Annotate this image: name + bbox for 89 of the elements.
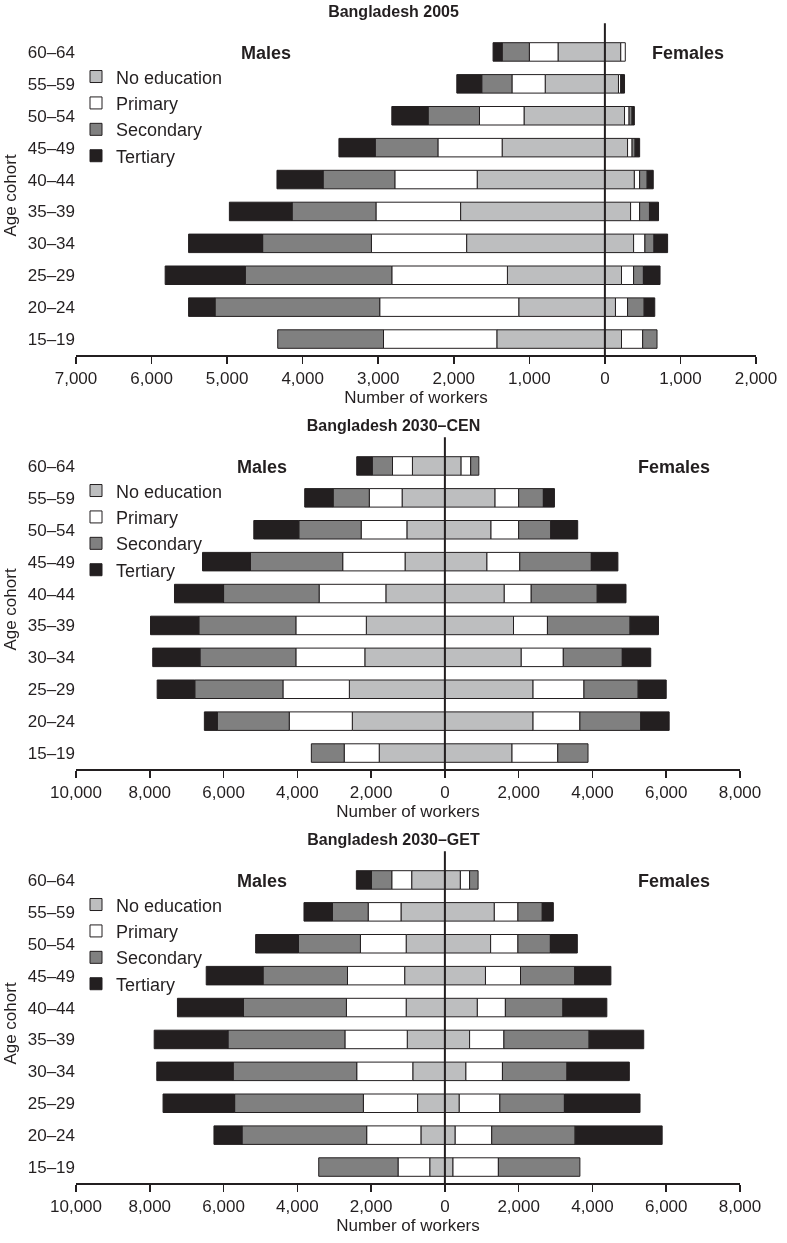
y-tick-label: 60–64	[27, 456, 75, 476]
annotation: Males	[241, 43, 292, 63]
x-tick-label: 8,000	[128, 783, 172, 803]
annotation: Females	[638, 457, 711, 477]
x-tick-label: 2,000	[734, 369, 778, 389]
x-tick-label: 10,000	[50, 1197, 102, 1217]
x-tick-label: 0	[440, 1197, 450, 1217]
x-tick-label: 5,000	[205, 369, 249, 389]
legend-label: Secondary	[116, 534, 203, 555]
chart-title: Bangladesh 2005	[328, 3, 459, 21]
legend-label: Primary	[116, 507, 178, 528]
chart-title: Bangladesh 2030–CEN	[306, 417, 481, 435]
legend-label: Tertiary	[116, 146, 176, 167]
x-tick-label: 6,000	[644, 1197, 688, 1217]
legend-label: Tertiary	[116, 560, 176, 581]
y-tick-label: 35–39	[27, 1030, 75, 1050]
x-tick-label: 4,000	[571, 1197, 614, 1217]
x-tick-label: 3,000	[356, 369, 400, 389]
x-tick-label: 6,000	[202, 1197, 245, 1217]
legend-label: No education	[116, 67, 223, 88]
x-tick-label: 8,000	[718, 783, 762, 803]
x-tick-label: 0	[600, 369, 610, 389]
y-tick-label: 45–49	[27, 552, 75, 572]
legend-label: Secondary	[116, 120, 203, 141]
y-tick-label: 25–29	[27, 1094, 75, 1114]
y-tick-label: 15–19	[27, 1158, 75, 1177]
x-tick-label: 6,000	[202, 783, 245, 803]
y-tick-label: 30–34	[27, 234, 75, 254]
bar	[620, 74, 626, 94]
bar	[634, 137, 641, 158]
y-tick-label: 45–49	[27, 966, 75, 986]
y-tick-label: 60–64	[27, 42, 75, 62]
y-tick-label: 20–24	[27, 298, 75, 318]
y-tick-label: 25–29	[27, 266, 75, 286]
y-axis-title: Age cohort	[1, 982, 21, 1065]
legend-label: Primary	[116, 921, 178, 942]
y-tick-label: 40–44	[27, 584, 75, 604]
y-tick-label: 20–24	[27, 1126, 75, 1146]
y-tick-label: 45–49	[27, 138, 75, 158]
x-tick-label: 8,000	[128, 1197, 172, 1217]
y-tick-label: 15–19	[27, 330, 75, 349]
x-tick-label: 2,000	[349, 1197, 393, 1217]
x-tick-label: 4,000	[281, 369, 324, 389]
annotation: Males	[237, 457, 288, 477]
x-tick-label: 0	[440, 783, 450, 803]
y-tick-label: 20–24	[27, 712, 75, 732]
x-tick-label: 2,000	[349, 783, 393, 803]
y-tick-label: 55–59	[27, 488, 75, 508]
x-tick-label: 4,000	[276, 1197, 319, 1217]
y-axis-title: Age cohort	[1, 568, 21, 651]
y-tick-label: 50–54	[27, 520, 75, 540]
x-tick-label: 1,000	[508, 369, 551, 389]
x-tick-label: 8,000	[718, 1197, 762, 1217]
legend-label: Tertiary	[116, 974, 176, 995]
y-tick-label: 35–39	[27, 202, 75, 222]
chart-title: Bangladesh 2030–GET	[307, 831, 480, 849]
x-tick-label: 4,000	[571, 783, 614, 803]
x-axis-title: Number of workers	[336, 802, 480, 822]
legend-label: Secondary	[116, 948, 203, 969]
y-tick-label: 40–44	[27, 170, 75, 190]
legend-label: No education	[116, 481, 223, 502]
x-axis-title: Number of workers	[344, 388, 488, 408]
legend-label: Primary	[116, 93, 178, 114]
x-axis-title: Number of workers	[336, 1216, 480, 1236]
y-tick-label: 50–54	[27, 106, 75, 126]
y-tick-label: 25–29	[27, 680, 75, 700]
y-tick-label: 30–34	[27, 1062, 75, 1082]
y-axis-title: Age cohort	[1, 154, 21, 237]
x-tick-label: 7,000	[54, 369, 98, 389]
annotation: Males	[237, 871, 288, 891]
y-tick-label: 55–59	[27, 902, 75, 922]
y-tick-label: 50–54	[27, 934, 75, 954]
y-tick-label: 35–39	[27, 616, 75, 636]
annotation: Females	[638, 871, 711, 891]
y-tick-label: 15–19	[27, 744, 75, 763]
x-tick-label: 2,000	[497, 1197, 540, 1217]
x-tick-label: 1,000	[659, 369, 702, 389]
x-tick-label: 6,000	[644, 783, 688, 803]
x-tick-label: 2,000	[432, 369, 476, 389]
legend-label: No education	[116, 895, 223, 916]
y-tick-label: 55–59	[27, 74, 75, 94]
x-tick-label: 4,000	[276, 783, 319, 803]
y-tick-label: 40–44	[27, 998, 75, 1018]
x-tick-label: 6,000	[130, 369, 173, 389]
y-tick-label: 60–64	[27, 870, 75, 890]
y-tick-label: 30–34	[27, 648, 75, 668]
x-tick-label: 2,000	[497, 783, 540, 803]
annotation: Females	[652, 43, 725, 63]
x-tick-label: 10,000	[50, 783, 102, 803]
